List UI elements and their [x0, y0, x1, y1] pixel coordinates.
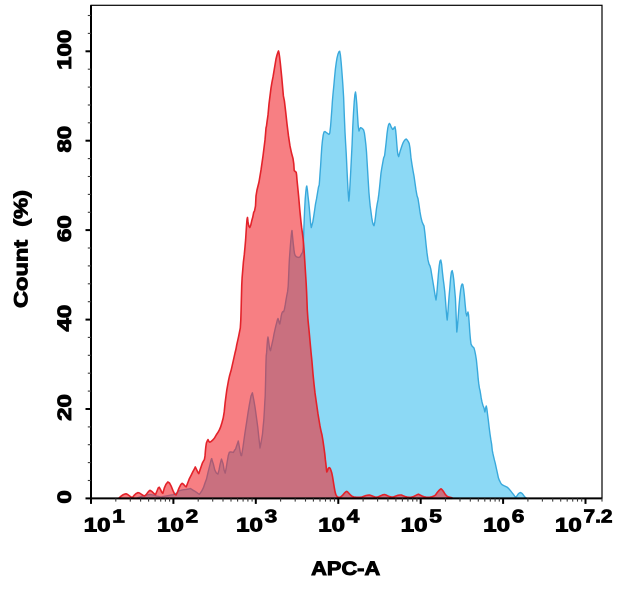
- svg-text:10: 10: [84, 516, 111, 537]
- svg-text:7.2: 7.2: [584, 506, 613, 526]
- svg-text:0: 0: [55, 490, 76, 503]
- svg-text:2: 2: [186, 506, 199, 526]
- svg-text:20: 20: [55, 394, 76, 421]
- svg-text:80: 80: [55, 126, 76, 153]
- svg-text:4: 4: [347, 506, 360, 526]
- svg-text:Count (%): Count (%): [12, 190, 33, 308]
- svg-text:3: 3: [265, 506, 278, 526]
- svg-text:5: 5: [429, 506, 442, 526]
- svg-text:10: 10: [483, 516, 510, 537]
- svg-text:10: 10: [236, 516, 263, 537]
- svg-text:1: 1: [112, 506, 125, 526]
- svg-text:10: 10: [318, 516, 345, 537]
- svg-text:10: 10: [401, 516, 428, 537]
- svg-text:6: 6: [512, 506, 525, 526]
- svg-text:APC-A: APC-A: [311, 559, 380, 580]
- svg-text:60: 60: [55, 215, 76, 242]
- svg-text:100: 100: [55, 30, 76, 70]
- svg-text:10: 10: [157, 516, 184, 537]
- svg-text:10: 10: [555, 516, 582, 537]
- svg-text:40: 40: [55, 305, 76, 332]
